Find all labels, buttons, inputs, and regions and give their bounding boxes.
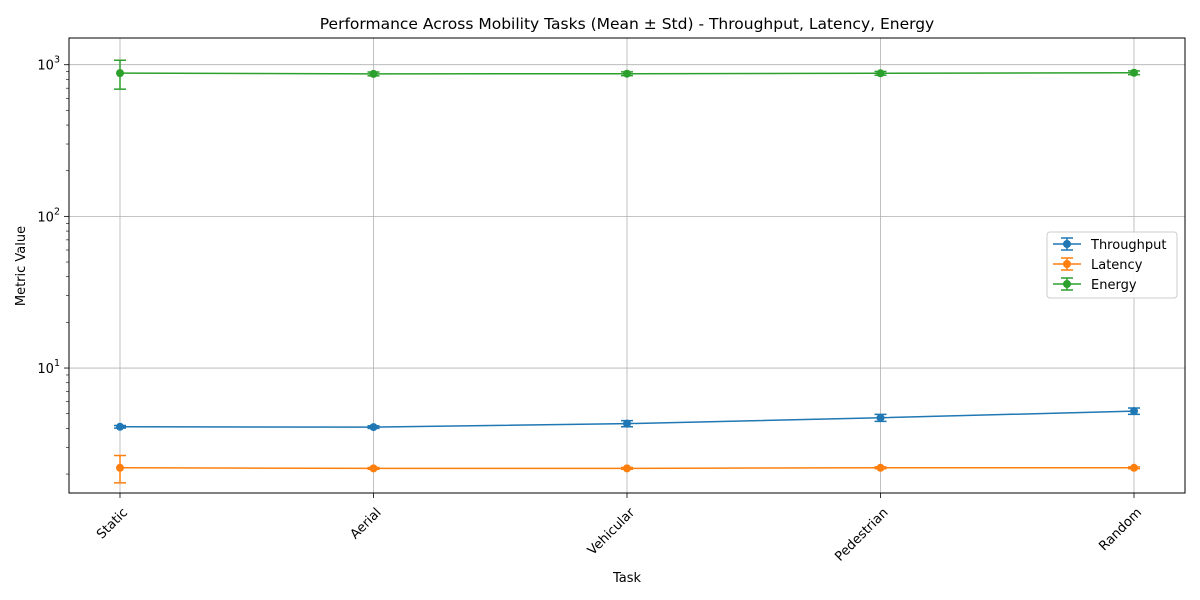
legend-label: Throughput	[1090, 238, 1167, 253]
legend-box	[1046, 231, 1178, 299]
y-tick-label: 101	[37, 358, 60, 377]
data-point	[369, 464, 378, 473]
data-point	[1130, 407, 1138, 416]
legend: Throughput Latency Energy	[1046, 231, 1178, 299]
data-point	[369, 69, 378, 78]
data-point	[623, 464, 631, 473]
data-point	[623, 419, 631, 428]
data-point	[876, 463, 885, 472]
chart-title: Performance Across Mobility Tasks (Mean …	[320, 15, 934, 33]
data-point	[116, 69, 124, 78]
x-axis-label: Task	[612, 571, 642, 586]
legend-label: Energy	[1091, 278, 1137, 293]
data-point	[1130, 68, 1138, 77]
legend-marker	[1063, 240, 1071, 248]
data-point	[369, 423, 378, 432]
y-tick-label: 102	[37, 206, 60, 225]
data-point	[876, 69, 885, 78]
y-tick-label: 103	[37, 55, 60, 74]
legend-marker	[1063, 260, 1071, 268]
series-latency	[114, 454, 1140, 484]
data-point	[876, 413, 885, 422]
y-axis: 101 102 103	[37, 55, 69, 475]
data-point	[623, 69, 631, 78]
legend-label: Latency	[1091, 258, 1143, 273]
data-point	[116, 463, 124, 472]
legend-marker	[1063, 280, 1071, 288]
series-energy	[114, 59, 1140, 90]
y-axis-label: Metric Value	[14, 226, 29, 306]
series-layer	[114, 59, 1140, 484]
data-point	[1130, 463, 1138, 472]
data-point	[116, 422, 124, 431]
series-throughput	[114, 407, 1140, 432]
